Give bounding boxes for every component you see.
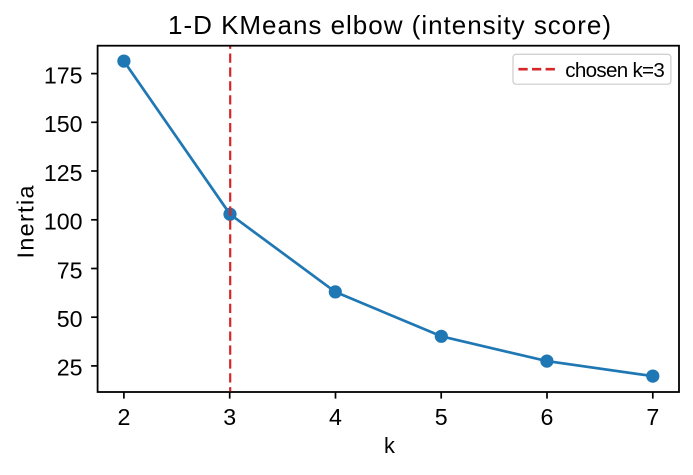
svg-text:1-D KMeans elbow (intensity sc: 1-D KMeans elbow (intensity score) — [168, 10, 611, 40]
svg-text:2: 2 — [117, 404, 130, 430]
svg-text:150: 150 — [44, 111, 83, 137]
svg-text:6: 6 — [541, 404, 554, 430]
svg-text:chosen k=3: chosen k=3 — [565, 59, 665, 82]
svg-text:25: 25 — [57, 355, 83, 381]
svg-text:50: 50 — [57, 306, 83, 332]
svg-text:7: 7 — [646, 404, 659, 430]
svg-text:175: 175 — [44, 62, 83, 88]
svg-text:k: k — [384, 433, 395, 458]
svg-text:Inertia: Inertia — [12, 185, 38, 259]
svg-text:100: 100 — [44, 209, 83, 235]
svg-text:5: 5 — [435, 404, 448, 430]
svg-text:125: 125 — [44, 160, 83, 186]
svg-text:75: 75 — [57, 257, 83, 283]
svg-text:4: 4 — [329, 404, 342, 430]
svg-text:3: 3 — [223, 404, 236, 430]
